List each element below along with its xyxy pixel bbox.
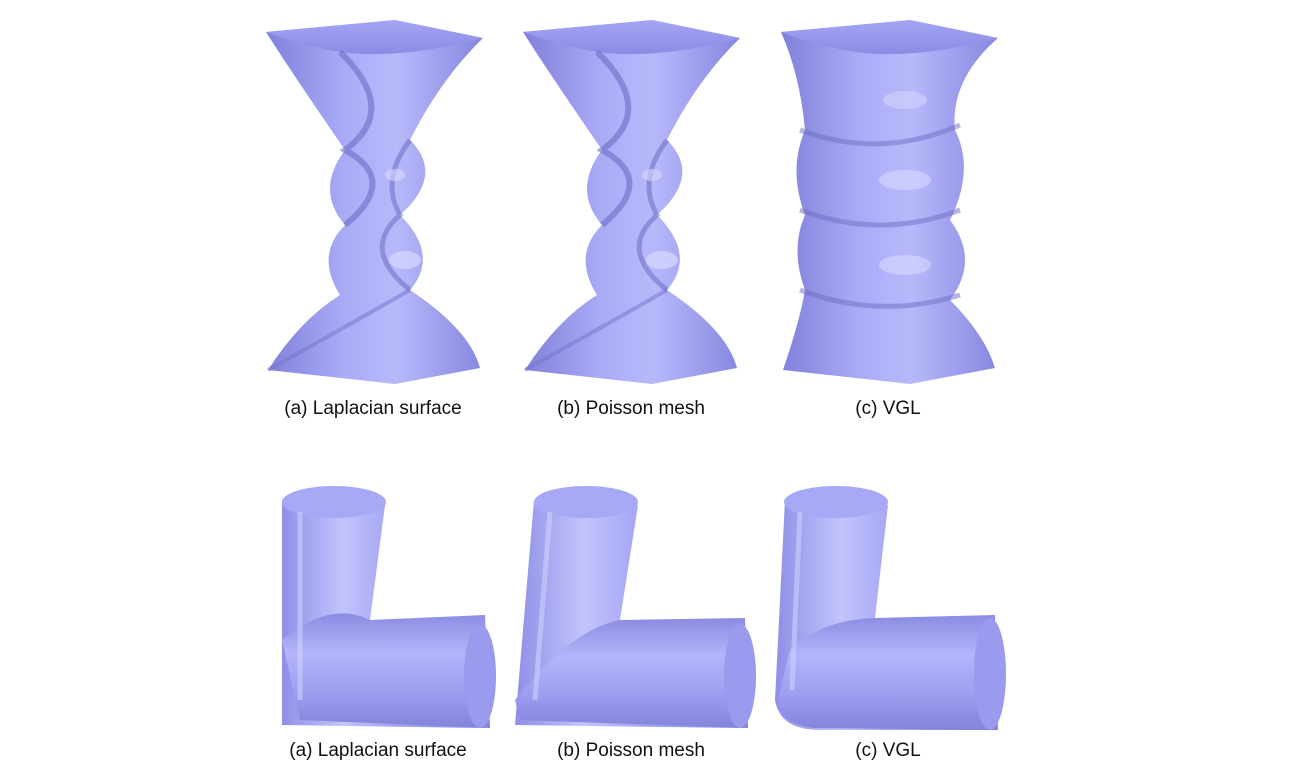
caption-row2-b: (b) Poisson mesh <box>557 740 705 761</box>
caption-row1-c: (c) VGL <box>855 398 921 419</box>
caption-row1-a: (a) Laplacian surface <box>284 398 462 419</box>
bent-cylinder-poisson <box>515 486 756 728</box>
twisted-bar-poisson <box>523 20 740 384</box>
twisted-bar-vgl <box>781 20 998 384</box>
bent-cylinder-vgl <box>775 486 1006 730</box>
caption-row1-b: (b) Poisson mesh <box>557 398 705 419</box>
twisted-bar-laplacian <box>266 20 483 384</box>
caption-row2-c: (c) VGL <box>855 740 921 761</box>
caption-row2-a: (a) Laplacian surface <box>289 740 467 761</box>
bent-cylinder-laplacian <box>282 486 496 728</box>
